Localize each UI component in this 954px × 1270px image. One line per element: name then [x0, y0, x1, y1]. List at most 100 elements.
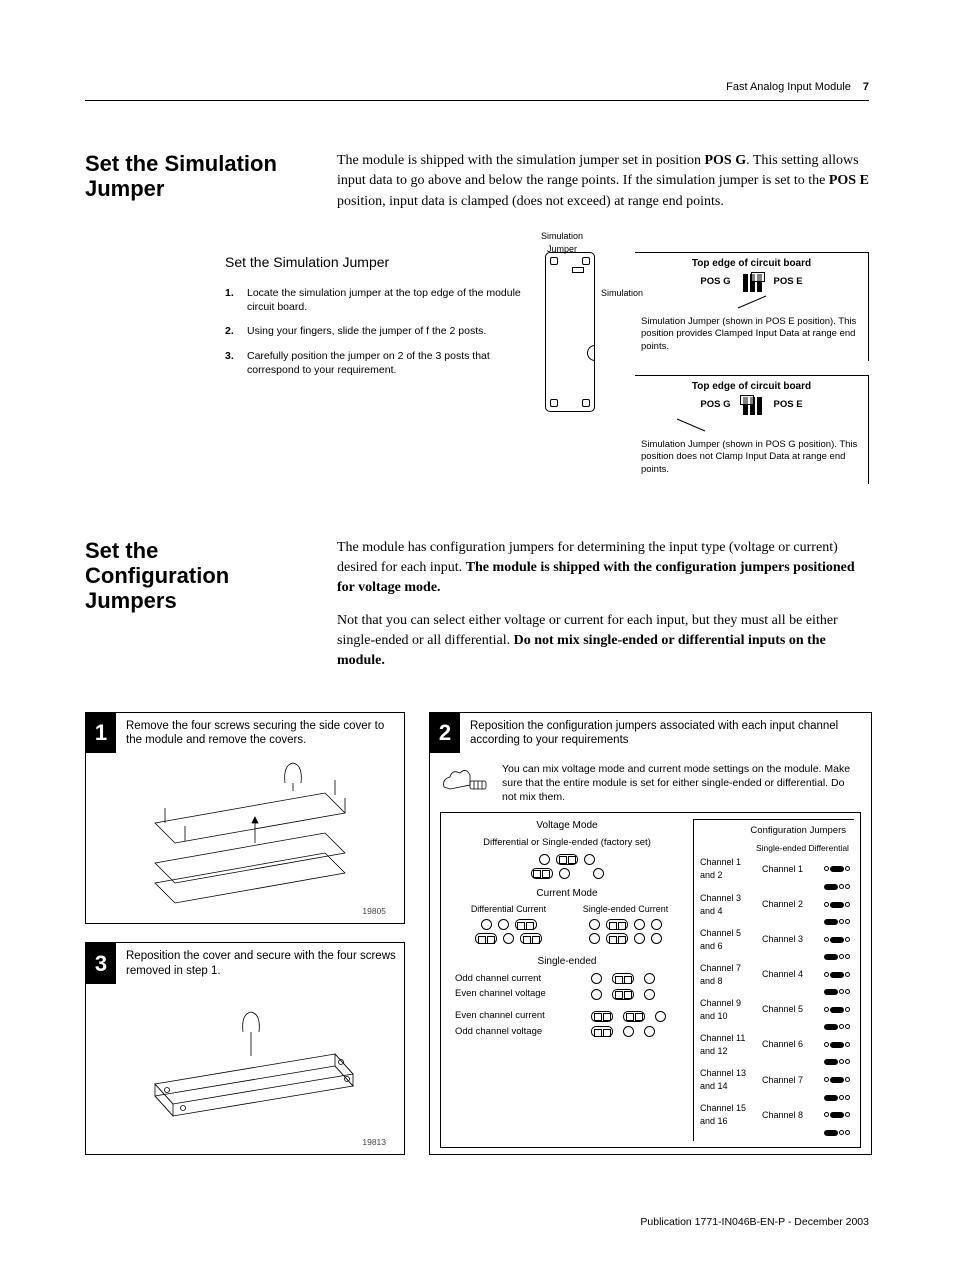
se-diff-head: Single-ended Differential	[700, 842, 850, 854]
config-jumpers-label: Configuration Jumpers	[700, 824, 850, 838]
leader-line-icon	[732, 294, 772, 310]
channel-row	[700, 1024, 850, 1030]
screw-icon	[582, 257, 590, 265]
sim-step-3: Carefully position the jumper on 2 of th…	[225, 349, 525, 377]
hand-jumper-icon	[440, 763, 490, 803]
diff-current-label: Differential Current	[455, 903, 562, 916]
jumper-pair-icon	[824, 884, 850, 890]
diff-current-col: Differential Current	[455, 903, 562, 947]
ch-left-label: Channel 9 and 10	[700, 997, 756, 1023]
single-ended-title: Single-ended	[447, 955, 687, 970]
module-outline	[545, 252, 595, 412]
pins-icon	[743, 274, 762, 292]
se-row-even-volt: Even channel voltage	[455, 987, 679, 1001]
board-panels: Top edge of circuit board POS G POS E Si…	[635, 252, 869, 498]
board-panel-g: Top edge of circuit board POS G POS E Si…	[635, 375, 869, 484]
current-mode-cols: Differential Current Single-ended Curren…	[455, 903, 679, 947]
step-number: 1	[86, 713, 116, 754]
jumper-pair-icon	[824, 1130, 850, 1136]
channel-row	[700, 884, 850, 890]
heading-simulation: Set the Simulation Jumper	[85, 151, 305, 224]
heading-config: Set the Configuration Jumpers	[85, 538, 305, 684]
se-row-even-cur: Even channel current	[455, 1009, 679, 1023]
channel-row	[700, 954, 850, 960]
channel-row	[700, 1095, 850, 1101]
step-3-illustration: 19813	[86, 984, 404, 1154]
screw-icon	[582, 399, 590, 407]
jumper-pair-icon	[824, 954, 850, 960]
ch-left-label: Channel 13 and 14	[700, 1067, 756, 1093]
channel-row: Channel 9 and 10 Channel 5	[700, 997, 850, 1023]
step-1-text: Remove the four screws securing the side…	[126, 713, 404, 754]
ch-right-label: Channel 7	[762, 1074, 818, 1087]
jumper-pair-icon	[824, 1007, 850, 1013]
step-1-head: 1 Remove the four screws securing the si…	[86, 713, 404, 754]
simulation-steps: Set the Simulation Jumper Locate the sim…	[225, 252, 525, 498]
step-number: 3	[86, 943, 116, 984]
ch-left-label: Channel 7 and 8	[700, 962, 756, 988]
ch-right-label: Channel 6	[762, 1038, 818, 1051]
mode-left-col: Voltage Mode Differential or Single-ende…	[447, 819, 687, 1141]
jumper-cap-icon	[740, 395, 754, 405]
ch-right-label: Channel 4	[762, 968, 818, 981]
jumper-pair-icon	[824, 989, 850, 995]
pos-row-g: POS G POS E	[641, 397, 862, 415]
jumper-row	[447, 868, 687, 879]
config-figure: 1 Remove the four screws securing the si…	[85, 712, 869, 1156]
jumper-pair-icon	[824, 866, 850, 872]
step-2-note: You can mix voltage mode and current mod…	[440, 763, 861, 804]
channel-row	[700, 989, 850, 995]
mode-right-col: Configuration Jumpers Single-ended Diffe…	[693, 819, 854, 1141]
channel-row: Channel 15 and 16 Channel 8	[700, 1102, 850, 1128]
jumper-icon	[572, 267, 584, 273]
step-2-note-text: You can mix voltage mode and current mod…	[502, 763, 861, 804]
ch-left-label: Channel 11 and 12	[700, 1032, 756, 1058]
pos-e-label: POS E	[774, 274, 803, 288]
jumper-pair-icon	[824, 1024, 850, 1030]
body-simulation: The module is shipped with the simulatio…	[337, 151, 869, 224]
step-2-head: 2 Reposition the configuration jumpers a…	[430, 713, 871, 754]
step-3-text: Reposition the cover and secure with the…	[126, 943, 404, 984]
voltage-mode-sub: Differential or Single-ended (factory se…	[447, 836, 687, 850]
channel-row: Channel 11 and 12 Channel 6	[700, 1032, 850, 1058]
channel-row: Channel 7 and 8 Channel 4	[700, 962, 850, 988]
pos-g-label: POS G	[700, 274, 730, 288]
odd-cur-label: Odd channel current	[455, 972, 581, 986]
sim-step-2: Using your fingers, slide the jumper of …	[225, 324, 525, 338]
ch-right-label: Channel 1	[762, 863, 818, 876]
ch-right-label: Channel 2	[762, 898, 818, 911]
ch-right-label: Channel 5	[762, 1003, 818, 1016]
jumper-pair-icon	[824, 937, 850, 943]
step-2-text: Reposition the configuration jumpers ass…	[470, 713, 871, 754]
page-header: Fast Analog Input Module 7	[85, 80, 869, 101]
channel-row	[700, 919, 850, 925]
module-secure-cover-icon	[86, 984, 404, 1154]
config-para-1: The module has configuration jumpers for…	[337, 538, 869, 599]
header-title: Fast Analog Input Module	[726, 80, 851, 96]
label-simulation: Simulation	[601, 287, 643, 300]
pos-row-e: POS G POS E	[641, 274, 862, 292]
step-number: 2	[430, 713, 460, 754]
se-current-label: Single-ended Current	[572, 903, 679, 916]
voltage-mode-title: Voltage Mode	[447, 819, 687, 834]
pos-e-label: POS E	[774, 397, 803, 411]
ch-right-label: Channel 8	[762, 1109, 818, 1122]
jumper-pair-icon	[824, 1059, 850, 1065]
channel-row: Channel 13 and 14 Channel 7	[700, 1067, 850, 1093]
jumper-pair-icon	[824, 1095, 850, 1101]
section-config: Set the Configuration Jumpers The module…	[85, 538, 869, 684]
simulation-figure: Set the Simulation Jumper Locate the sim…	[225, 252, 869, 498]
se-row-odd-volt: Odd channel voltage	[455, 1025, 679, 1039]
channel-row	[700, 1130, 850, 1136]
mode-section: Voltage Mode Differential or Single-ende…	[440, 812, 861, 1148]
ch-left-label: Channel 15 and 16	[700, 1102, 756, 1128]
figure-number: 19805	[362, 905, 386, 917]
jumper-pair-icon	[824, 902, 850, 908]
odd-volt-label: Odd channel voltage	[455, 1025, 581, 1039]
jumper-pair-icon	[824, 1042, 850, 1048]
channel-rows: Channel 1 and 2Channel 1Channel 3 and 4C…	[700, 856, 850, 1135]
channel-row: Channel 1 and 2Channel 1	[700, 856, 850, 882]
figure-number: 19813	[362, 1136, 386, 1148]
screw-icon	[550, 399, 558, 407]
config-para-2: Not that you can select either voltage o…	[337, 611, 869, 672]
